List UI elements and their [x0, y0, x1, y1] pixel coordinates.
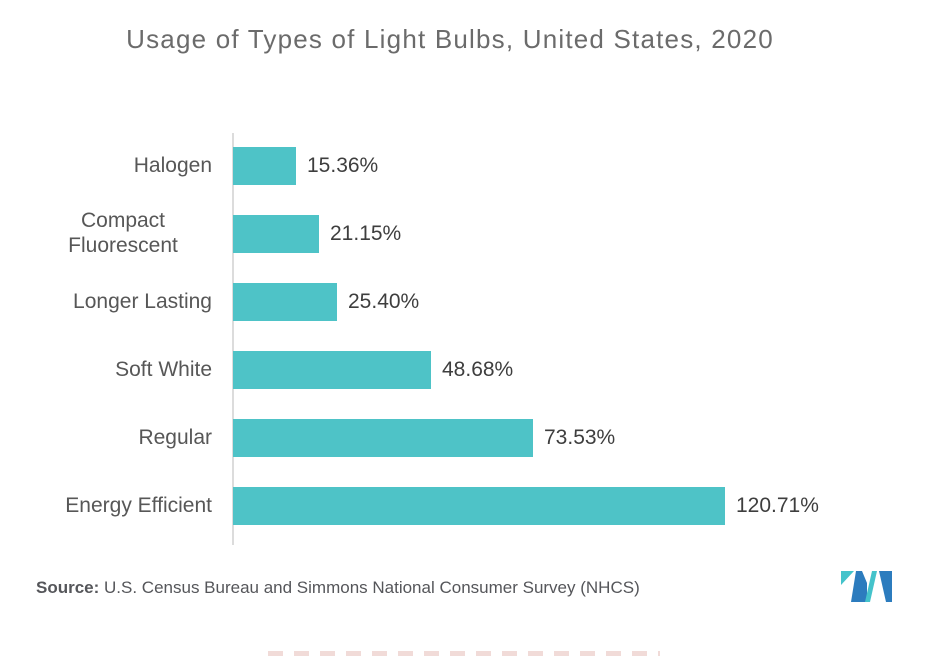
logo-blue-band-left [851, 571, 867, 602]
bar [233, 215, 319, 253]
category-label: Soft White [115, 357, 212, 381]
value-label: 25.40% [348, 290, 420, 313]
logo-blue-wedge-right [879, 571, 892, 602]
logo-teal-stripe-right [865, 571, 877, 602]
chart-row: Longer Lasting 25.40% [20, 283, 920, 321]
category-label: Compact Fluorescent [68, 209, 178, 257]
bar [233, 147, 296, 185]
value-label: 15.36% [307, 154, 379, 177]
source-text: U.S. Census Bureau and Simmons National … [99, 578, 640, 597]
chart-row: Regular 73.53% [20, 419, 920, 457]
chart-row: Compact Fluorescent 21.15% [20, 209, 920, 257]
chart-row: Soft White 48.68% [20, 351, 920, 389]
chart-title: Usage of Types of Light Bulbs, United St… [126, 24, 774, 54]
category-label: Regular [138, 425, 212, 449]
value-label: 48.68% [442, 358, 514, 381]
value-label: 21.15% [330, 222, 402, 245]
logo-teal-triangle-left [841, 571, 854, 585]
cropped-footer-text [268, 651, 660, 656]
bar [233, 487, 725, 525]
category-label: Longer Lasting [73, 289, 212, 313]
category-label: Energy Efficient [65, 493, 212, 517]
bar [233, 283, 337, 321]
bar [233, 351, 431, 389]
value-label: 73.53% [544, 426, 616, 449]
source-line: Source: U.S. Census Bureau and Simmons N… [36, 577, 640, 598]
chart-row: Energy Efficient 120.71% [20, 487, 920, 525]
chart-row: Halogen 15.36% [20, 147, 920, 185]
category-label: Halogen [133, 153, 212, 177]
mordor-intelligence-logo [841, 571, 892, 602]
value-label: 120.71% [736, 494, 819, 517]
y-axis-line [232, 133, 234, 545]
source-label: Source: [36, 578, 100, 597]
bar [233, 419, 533, 457]
